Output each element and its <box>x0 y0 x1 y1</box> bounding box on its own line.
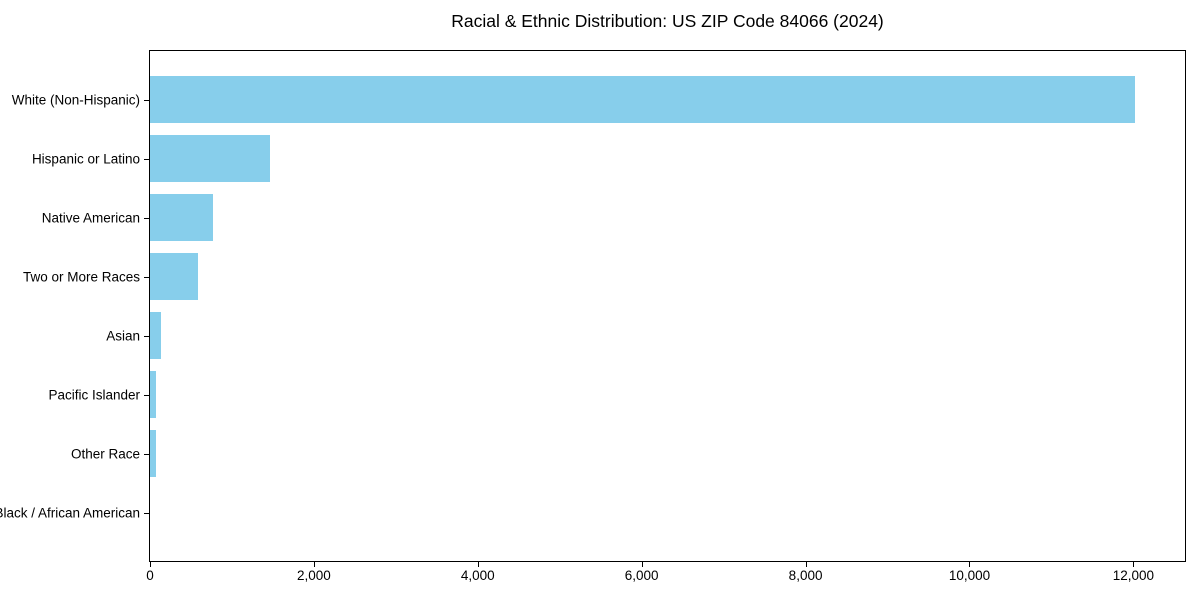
y-tick <box>144 99 149 101</box>
chart-row: White (Non-Hispanic) <box>12 70 1185 129</box>
chart-row: Pacific Islander <box>48 365 1185 424</box>
y-tick <box>144 158 149 160</box>
y-tick-label: Two or More Races <box>22 269 140 284</box>
x-tick <box>313 562 315 567</box>
y-tick-label: Black / African American <box>0 505 140 520</box>
bar <box>150 312 162 359</box>
chart-row: Other Race <box>71 424 1185 483</box>
y-tick-label: Hispanic or Latino <box>31 151 140 166</box>
bar <box>150 371 157 418</box>
y-tick-label: Other Race <box>70 446 140 461</box>
y-tick <box>144 394 149 396</box>
x-tick <box>805 562 807 567</box>
y-tick <box>144 276 149 278</box>
bar <box>150 253 199 300</box>
x-tick <box>641 562 643 567</box>
chart-row: Black / African American <box>0 483 1185 542</box>
x-tick-label: 4,000 <box>460 568 495 583</box>
x-tick-label: 12,000 <box>1112 568 1155 583</box>
x-tick-label: 0 <box>146 568 154 583</box>
x-tick-label: 6,000 <box>624 568 659 583</box>
x-tick-label: 10,000 <box>948 568 991 583</box>
y-tick-label: White (Non-Hispanic) <box>11 92 140 107</box>
x-tick-label: 8,000 <box>788 568 823 583</box>
bars-container: White (Non-Hispanic) Hispanic or Latino Na… <box>0 51 1185 561</box>
x-tick-label: 2,000 <box>296 568 331 583</box>
y-tick-label: Pacific Islander <box>48 387 140 402</box>
bar <box>150 194 213 241</box>
x-tick <box>969 562 971 567</box>
y-tick <box>144 453 149 455</box>
chart-title: Racial & Ethnic Distribution: US ZIP Cod… <box>451 11 884 31</box>
y-tick <box>144 217 149 219</box>
chart-row: Hispanic or Latino <box>32 129 1185 188</box>
chart-row: Native American <box>42 188 1185 247</box>
y-tick <box>144 512 149 514</box>
y-tick <box>144 335 149 337</box>
x-tick <box>150 562 151 567</box>
bar <box>150 135 270 182</box>
y-tick-label: Asian <box>106 328 140 343</box>
bar <box>150 76 1136 123</box>
x-tick <box>1133 562 1135 567</box>
y-tick-label: Native American <box>41 210 140 225</box>
x-tick <box>477 562 479 567</box>
chart-row: Two or More Races <box>23 247 1185 306</box>
bar <box>150 430 156 477</box>
chart-row: Asian <box>106 306 1185 365</box>
plot-area: White (Non-Hispanic) Hispanic or Latino Na… <box>0 50 1186 583</box>
